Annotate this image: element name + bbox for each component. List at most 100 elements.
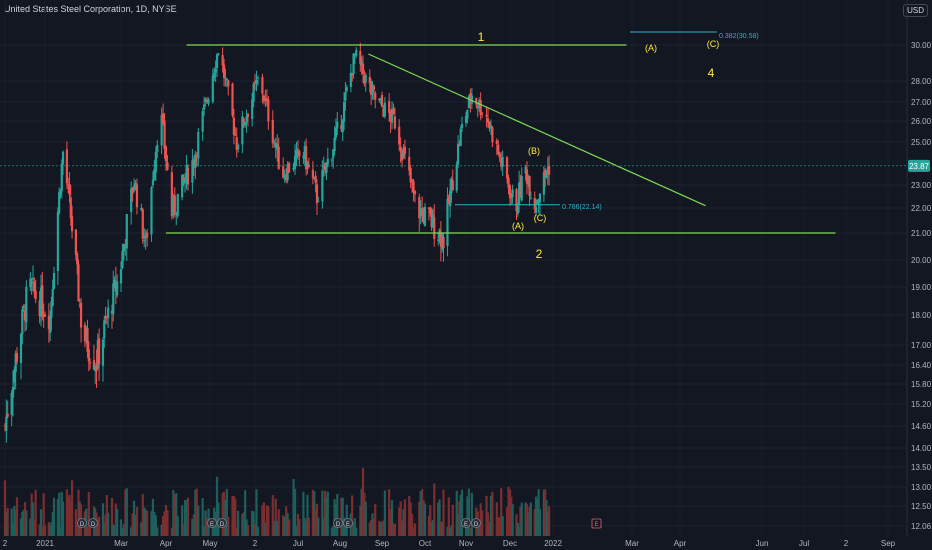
event-marker[interactable]: D [217,518,227,529]
volume-bar [242,512,245,536]
volume-bar [282,515,285,536]
drawings[interactable] [0,31,907,234]
volume-bar [447,497,450,536]
event-marker[interactable]: E [461,518,471,529]
time-tick-label: Aug [333,539,347,548]
time-tick-label: Mar [114,539,128,548]
volume-bar [501,515,504,536]
candle-body [330,159,333,161]
candle-body [295,149,298,159]
volume-bar [283,516,286,536]
volume-bar [418,501,421,536]
candle-body [510,195,513,197]
candle-body [360,61,363,67]
volume-bar [15,497,19,536]
volume-bar [303,518,306,536]
candle-body [92,360,96,370]
candle-body [533,197,536,210]
event-marker[interactable]: E [343,518,353,529]
event-marker[interactable]: E [207,518,217,529]
time-axis[interactable]: 2 2021 Mar Apr May 2 Jul Aug Sep Oct Nov Dec 2022 Mar… [3,539,896,548]
volume-bar [262,502,265,536]
event-marker-letter: E [464,522,468,528]
volume-bar [519,506,522,536]
descending-trendline[interactable] [368,53,706,207]
volume-bar [536,498,539,536]
time-tick-label: Oct [419,539,432,548]
event-marker[interactable]: D [333,518,343,529]
candle-body [459,128,462,147]
candle-body [429,208,432,214]
event-marker-letter: D [91,522,96,528]
candle-body [253,82,257,84]
candle-body [427,207,431,210]
candle-body [96,340,99,369]
candle-body [274,142,277,148]
volume-bar [237,510,240,536]
time-tick-label: Sep [375,539,390,548]
candle-body [545,175,548,178]
time-tick-label: Dec [503,539,517,548]
volume-bar [518,527,521,536]
candle-body [261,77,264,94]
volume-bar [374,504,377,536]
volume-bar [292,478,295,536]
candle-body [170,172,173,217]
volume-bar [438,499,441,536]
volume-bar [201,497,204,536]
volume-bar [261,505,264,536]
volume-bar [430,521,433,536]
candle-body [528,176,531,196]
volume-bar [527,512,530,536]
event-marker[interactable]: D [77,518,87,529]
symbol-title[interactable]: United States Steel Corporation, 1D, NYS… [4,4,177,14]
candle-body [52,272,56,290]
price-tick-label: 17.00 [911,341,932,350]
candle-body [317,201,320,203]
volume-bar [132,500,136,536]
candle-body [345,87,348,92]
volume-bar [232,495,236,536]
time-tick-label: Sep [881,539,896,548]
price-tick-label: 14.00 [911,444,932,453]
candle-body [288,163,291,173]
candle-body [222,64,226,79]
time-tick-label: 2 [3,539,8,548]
candle-body [368,76,371,84]
event-marker[interactable]: D [471,518,481,529]
candle-body [283,176,286,178]
event-marker-letter: E [210,522,214,528]
candle-body [214,68,217,73]
candle-body [172,196,175,216]
volume-bar [359,505,362,536]
candle-body [234,134,237,136]
candle-body [69,197,72,219]
currency-badge[interactable]: USD [903,4,928,17]
volume-bar [67,496,70,536]
candle-body [203,104,206,110]
event-marker[interactable]: D [88,518,98,529]
candle-body [382,108,385,117]
price-tick-label: 25.00 [911,138,932,147]
candle-body [390,108,394,123]
event-marker-letter: D [80,522,85,528]
candle-body [244,122,247,126]
price-axis[interactable]: 30.00 28.00 27.00 26.00 25.00 23.00 22.00 21.00… [911,41,932,531]
candle-body [466,109,469,119]
earnings-marker-upcoming[interactable]: E [591,518,602,529]
candle-body [29,278,32,288]
volume-bar [271,495,274,536]
volume-bar [185,499,188,536]
candle-body [39,287,43,317]
volume-bar [68,494,71,536]
time-tick-label: 2022 [544,539,562,548]
candle-body [207,99,210,104]
volume-bar [112,524,115,536]
volume-bar [140,522,143,536]
volume-bar [119,519,123,536]
candle-body [349,72,352,87]
candle-body [392,108,395,114]
